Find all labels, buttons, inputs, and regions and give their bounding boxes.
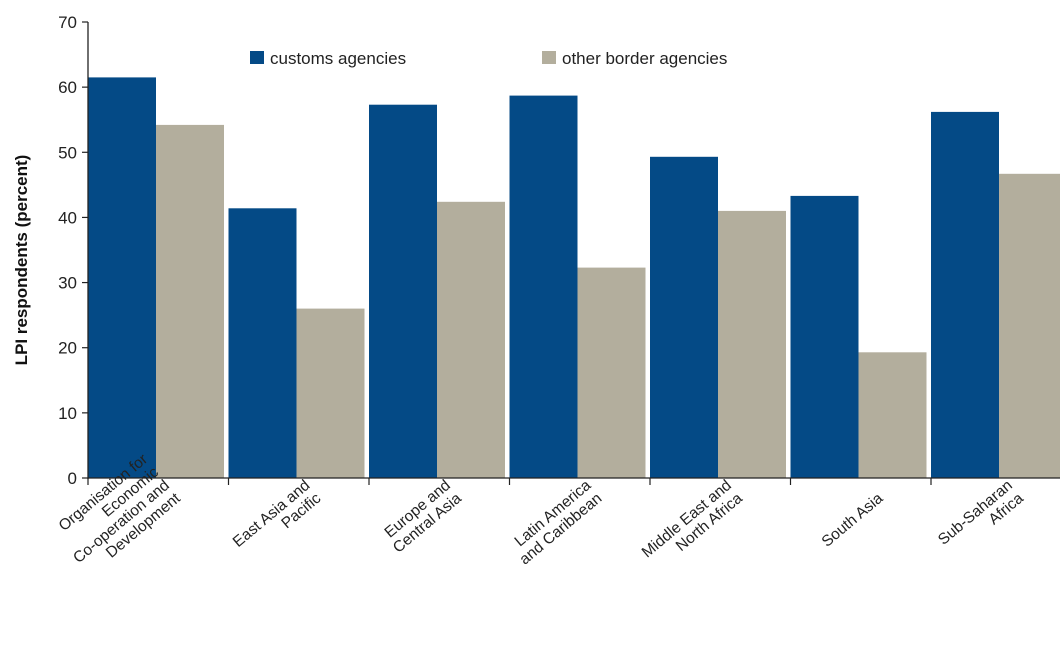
bars-group [88, 77, 1060, 479]
bar-customs-6 [931, 111, 999, 479]
y-tick-label-70: 70 [58, 13, 77, 32]
legend: customs agencies other border agencies [250, 49, 727, 68]
y-tick-label-20: 20 [58, 339, 77, 358]
y-tick-label-0: 0 [68, 469, 77, 488]
axes-group [87, 22, 1060, 485]
x-category-label-5: South Asia [819, 490, 887, 551]
y-tick-label-50: 50 [58, 143, 77, 162]
bar-other-border-3 [577, 267, 646, 478]
legend-swatch-0 [250, 51, 264, 64]
bar-customs-4 [650, 156, 718, 479]
bar-customs-5 [790, 195, 859, 478]
x-category-line: South Asia [819, 490, 887, 551]
bar-customs-2 [369, 104, 437, 478]
bar-other-border-0 [156, 124, 224, 479]
bar-other-border-5 [858, 352, 927, 478]
y-ticks-group: 0 10 20 30 40 50 60 70 [58, 13, 88, 488]
legend-label-1: other border agencies [562, 49, 727, 68]
bar-customs-3 [509, 95, 578, 478]
bar-other-border-1 [296, 308, 365, 478]
legend-swatch-1 [542, 51, 556, 64]
legend-label-0: customs agencies [270, 49, 406, 68]
bar-other-border-6 [999, 173, 1060, 479]
bar-other-border-4 [718, 210, 786, 478]
bar-customs-1 [228, 208, 297, 479]
bar-customs-0 [88, 77, 156, 479]
y-tick-label-10: 10 [58, 404, 77, 423]
y-axis-title-group: LPI respondents (percent) [12, 155, 31, 366]
y-tick-label-40: 40 [58, 208, 77, 227]
y-axis-title: LPI respondents (percent) [12, 155, 31, 366]
bar-other-border-2 [437, 201, 505, 479]
y-tick-label-30: 30 [58, 274, 77, 293]
y-tick-label-60: 60 [58, 78, 77, 97]
